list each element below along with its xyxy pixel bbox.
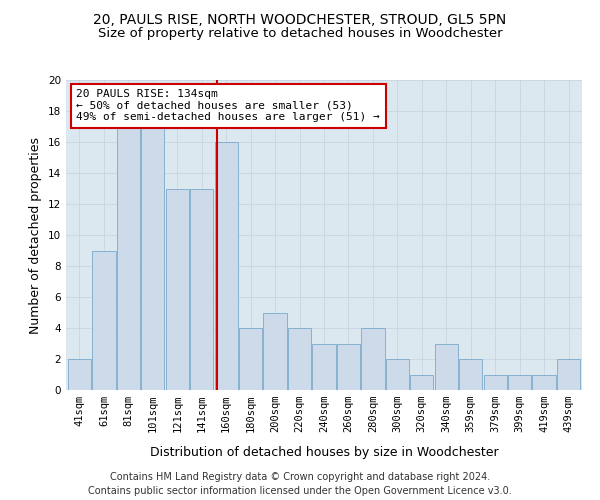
Text: Contains public sector information licensed under the Open Government Licence v3: Contains public sector information licen… [88,486,512,496]
Bar [263,312,287,390]
Text: 20, PAULS RISE, NORTH WOODCHESTER, STROUD, GL5 5PN: 20, PAULS RISE, NORTH WOODCHESTER, STROU… [94,12,506,26]
Text: Contains HM Land Registry data © Crown copyright and database right 2024.: Contains HM Land Registry data © Crown c… [110,472,490,482]
Bar [434,344,458,390]
Bar [68,359,91,390]
Bar [239,328,262,390]
Bar [313,344,335,390]
Bar [361,328,385,390]
Bar [117,111,140,390]
Bar [141,111,164,390]
Bar [190,188,214,390]
Bar [532,374,556,390]
Bar [557,359,580,390]
Text: Distribution of detached houses by size in Woodchester: Distribution of detached houses by size … [149,446,499,459]
Bar [166,188,189,390]
Text: Size of property relative to detached houses in Woodchester: Size of property relative to detached ho… [98,28,502,40]
Bar [508,374,531,390]
Bar [288,328,311,390]
Y-axis label: Number of detached properties: Number of detached properties [29,136,43,334]
Bar [484,374,507,390]
Bar [92,250,116,390]
Bar [337,344,360,390]
Bar [386,359,409,390]
Bar [459,359,482,390]
Text: 20 PAULS RISE: 134sqm
← 50% of detached houses are smaller (53)
49% of semi-deta: 20 PAULS RISE: 134sqm ← 50% of detached … [76,90,380,122]
Bar [410,374,433,390]
Bar [215,142,238,390]
